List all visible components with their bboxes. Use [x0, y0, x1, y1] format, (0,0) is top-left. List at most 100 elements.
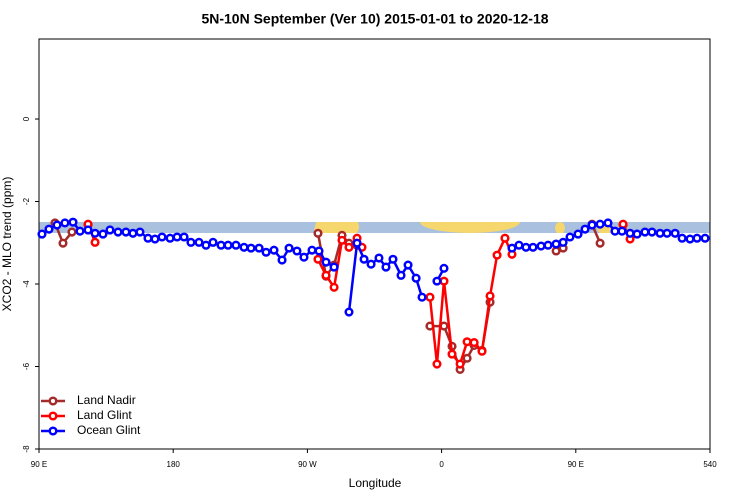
point — [344, 242, 354, 252]
point — [677, 233, 687, 243]
point — [121, 227, 131, 237]
point — [366, 259, 376, 269]
point — [307, 245, 317, 255]
point — [105, 225, 115, 235]
chart-title: 5N-10N September (Ver 10) 2015-01-01 to … — [201, 11, 548, 27]
point — [374, 253, 384, 263]
y-axis-title: XCO2 - MLO trend (ppm) — [0, 177, 14, 312]
point — [700, 233, 710, 243]
point — [135, 227, 145, 237]
point — [292, 246, 302, 256]
land-strip — [420, 222, 520, 233]
point — [75, 226, 85, 236]
y-tick-label: -4 — [22, 280, 31, 288]
point — [521, 242, 531, 252]
x-tick-label: 0 — [439, 460, 444, 469]
point — [632, 229, 642, 239]
point — [417, 292, 427, 302]
y-tick-label: -2 — [22, 197, 31, 205]
point — [254, 243, 264, 253]
point — [439, 276, 449, 286]
point — [194, 237, 204, 247]
point — [269, 245, 279, 255]
point — [432, 276, 442, 286]
point — [261, 247, 271, 257]
x-tick-label: 180 — [167, 460, 181, 469]
point — [403, 260, 413, 270]
point — [469, 338, 479, 348]
x-tick-label: 90 E — [568, 460, 584, 469]
point — [128, 228, 138, 238]
point — [186, 237, 196, 247]
point — [313, 254, 323, 264]
point — [216, 240, 226, 250]
point — [231, 240, 241, 250]
point — [685, 234, 695, 244]
point — [618, 219, 628, 229]
point — [595, 238, 605, 248]
point — [662, 228, 672, 238]
point — [223, 240, 233, 250]
point — [507, 243, 517, 253]
point — [543, 240, 553, 250]
point — [44, 224, 54, 234]
point — [52, 220, 62, 230]
x-tick-label: 90 W — [298, 460, 317, 469]
point — [558, 237, 568, 247]
point — [477, 346, 487, 356]
legend-marker — [48, 426, 58, 436]
point — [640, 227, 650, 237]
point — [439, 321, 449, 331]
point — [337, 235, 347, 245]
point — [179, 232, 189, 242]
point — [113, 227, 123, 237]
x-tick-label: 540 — [703, 460, 717, 469]
point — [388, 254, 398, 264]
point — [492, 250, 502, 260]
point — [462, 353, 472, 363]
point — [90, 228, 100, 238]
point — [321, 257, 331, 267]
series — [37, 217, 710, 317]
y-tick-label: -8 — [22, 445, 31, 453]
point — [536, 241, 546, 251]
legend-marker — [48, 396, 58, 406]
point — [655, 228, 665, 238]
point — [381, 262, 391, 272]
legend-label: Land Nadir — [77, 393, 136, 407]
point — [359, 254, 369, 264]
point — [143, 233, 153, 243]
point — [647, 227, 657, 237]
point — [314, 246, 324, 256]
point — [625, 228, 635, 238]
point — [587, 220, 597, 230]
point — [352, 238, 362, 248]
map-strip — [39, 222, 710, 233]
legend-marker — [48, 411, 58, 421]
point — [277, 255, 287, 265]
land-strip — [315, 222, 359, 233]
legend-label: Ocean Glint — [77, 423, 141, 437]
point — [329, 282, 339, 292]
point — [580, 224, 590, 234]
legend-label: Land Glint — [77, 408, 132, 422]
point — [157, 232, 167, 242]
point — [551, 246, 561, 256]
x-axis-title: Longitude — [349, 476, 402, 490]
point — [462, 337, 472, 347]
point — [90, 237, 100, 247]
point — [610, 226, 620, 236]
point — [98, 229, 108, 239]
point — [239, 242, 249, 252]
point — [246, 243, 256, 253]
x-tick-label: 90 E — [31, 460, 47, 469]
point — [67, 227, 77, 237]
plot-frame — [38, 38, 711, 450]
ocean-strip — [39, 222, 710, 233]
point — [165, 233, 175, 243]
point — [500, 233, 510, 243]
point — [60, 218, 70, 228]
